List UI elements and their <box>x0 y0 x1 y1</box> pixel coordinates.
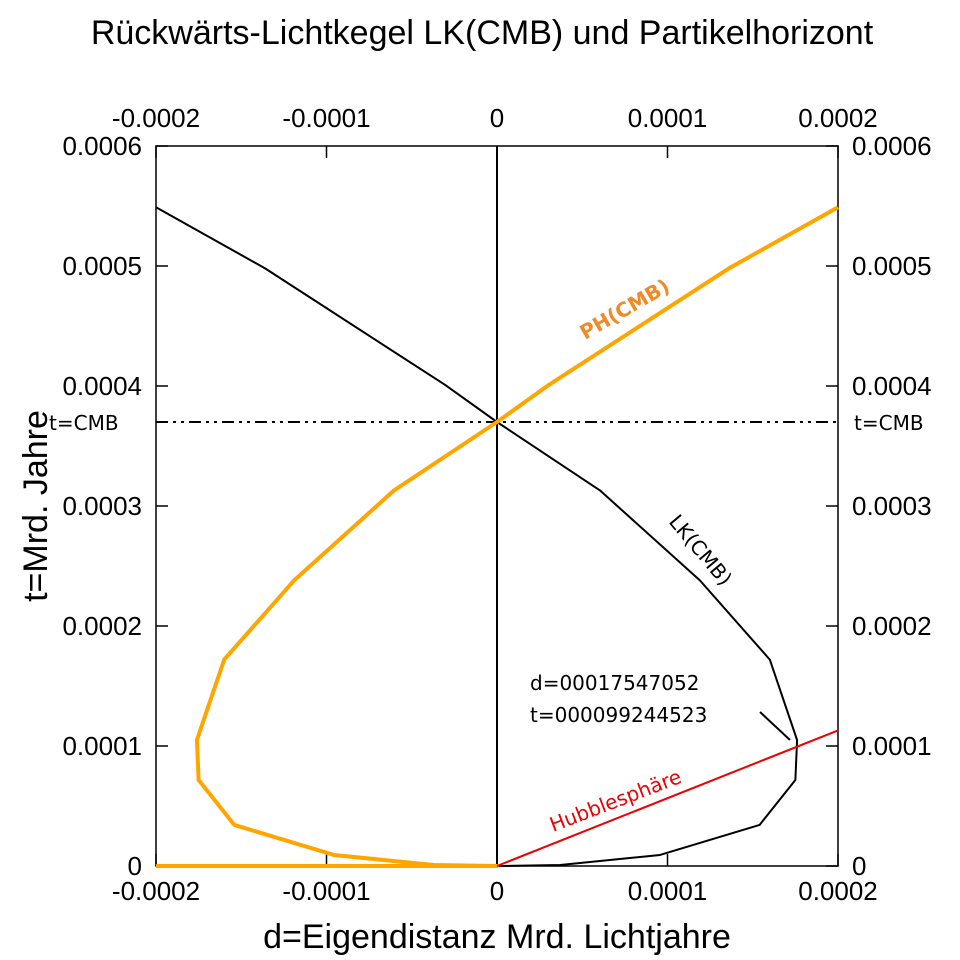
y-tick-label-right: 0.0004 <box>852 371 932 401</box>
y-tick-label: 0.0004 <box>62 371 142 401</box>
x-tick-label: -0.0001 <box>282 876 370 906</box>
y-tick-label: 0 <box>128 851 142 881</box>
x-tick-label: 0.0002 <box>798 876 878 906</box>
x-tick-label: -0.0002 <box>112 876 200 906</box>
cmb-label-right: t=CMB <box>854 411 924 435</box>
y-tick-label-right: 0.0002 <box>852 611 932 641</box>
y-tick-label: 0.0001 <box>62 731 142 761</box>
y-tick-label: 0.0006 <box>62 131 142 161</box>
annotation: t=000099244523 <box>530 703 707 727</box>
y-axis-title: t=Mrd. Jahre <box>17 410 55 602</box>
y-tick-label-right: 0.0001 <box>852 731 932 761</box>
x-tick-label: 0 <box>490 876 504 906</box>
x-tick-label-top: 0.0002 <box>798 103 878 133</box>
chart-title: Rückwärts-Lichtkegel LK(CMB) und Partike… <box>91 14 874 52</box>
x-tick-label-top: 0.0001 <box>628 103 708 133</box>
y-tick-label-right: 0 <box>852 851 866 881</box>
x-tick-label: 0.0001 <box>628 876 708 906</box>
pointer <box>759 711 791 741</box>
x-tick-label-top: -0.0002 <box>112 103 200 133</box>
y-tick-label: 0.0005 <box>62 251 142 281</box>
y-tick-label-right: 0.0006 <box>852 131 932 161</box>
x-axis-title: d=Eigendistanz Mrd. Lichtjahre <box>263 918 731 956</box>
y-tick-label: 0.0003 <box>62 491 142 521</box>
y-tick-label-right: 0.0003 <box>852 491 932 521</box>
series-line <box>156 205 839 868</box>
annotation: d=00017547052 <box>530 671 699 695</box>
y-tick-label: 0.0002 <box>62 611 142 641</box>
x-tick-label-top: -0.0001 <box>282 103 370 133</box>
series-line <box>155 206 799 867</box>
cmb-label: t=CMB <box>49 411 119 435</box>
x-tick-label-top: 0 <box>490 103 504 133</box>
series-line <box>496 729 839 867</box>
y-tick-label-right: 0.0005 <box>852 251 932 281</box>
